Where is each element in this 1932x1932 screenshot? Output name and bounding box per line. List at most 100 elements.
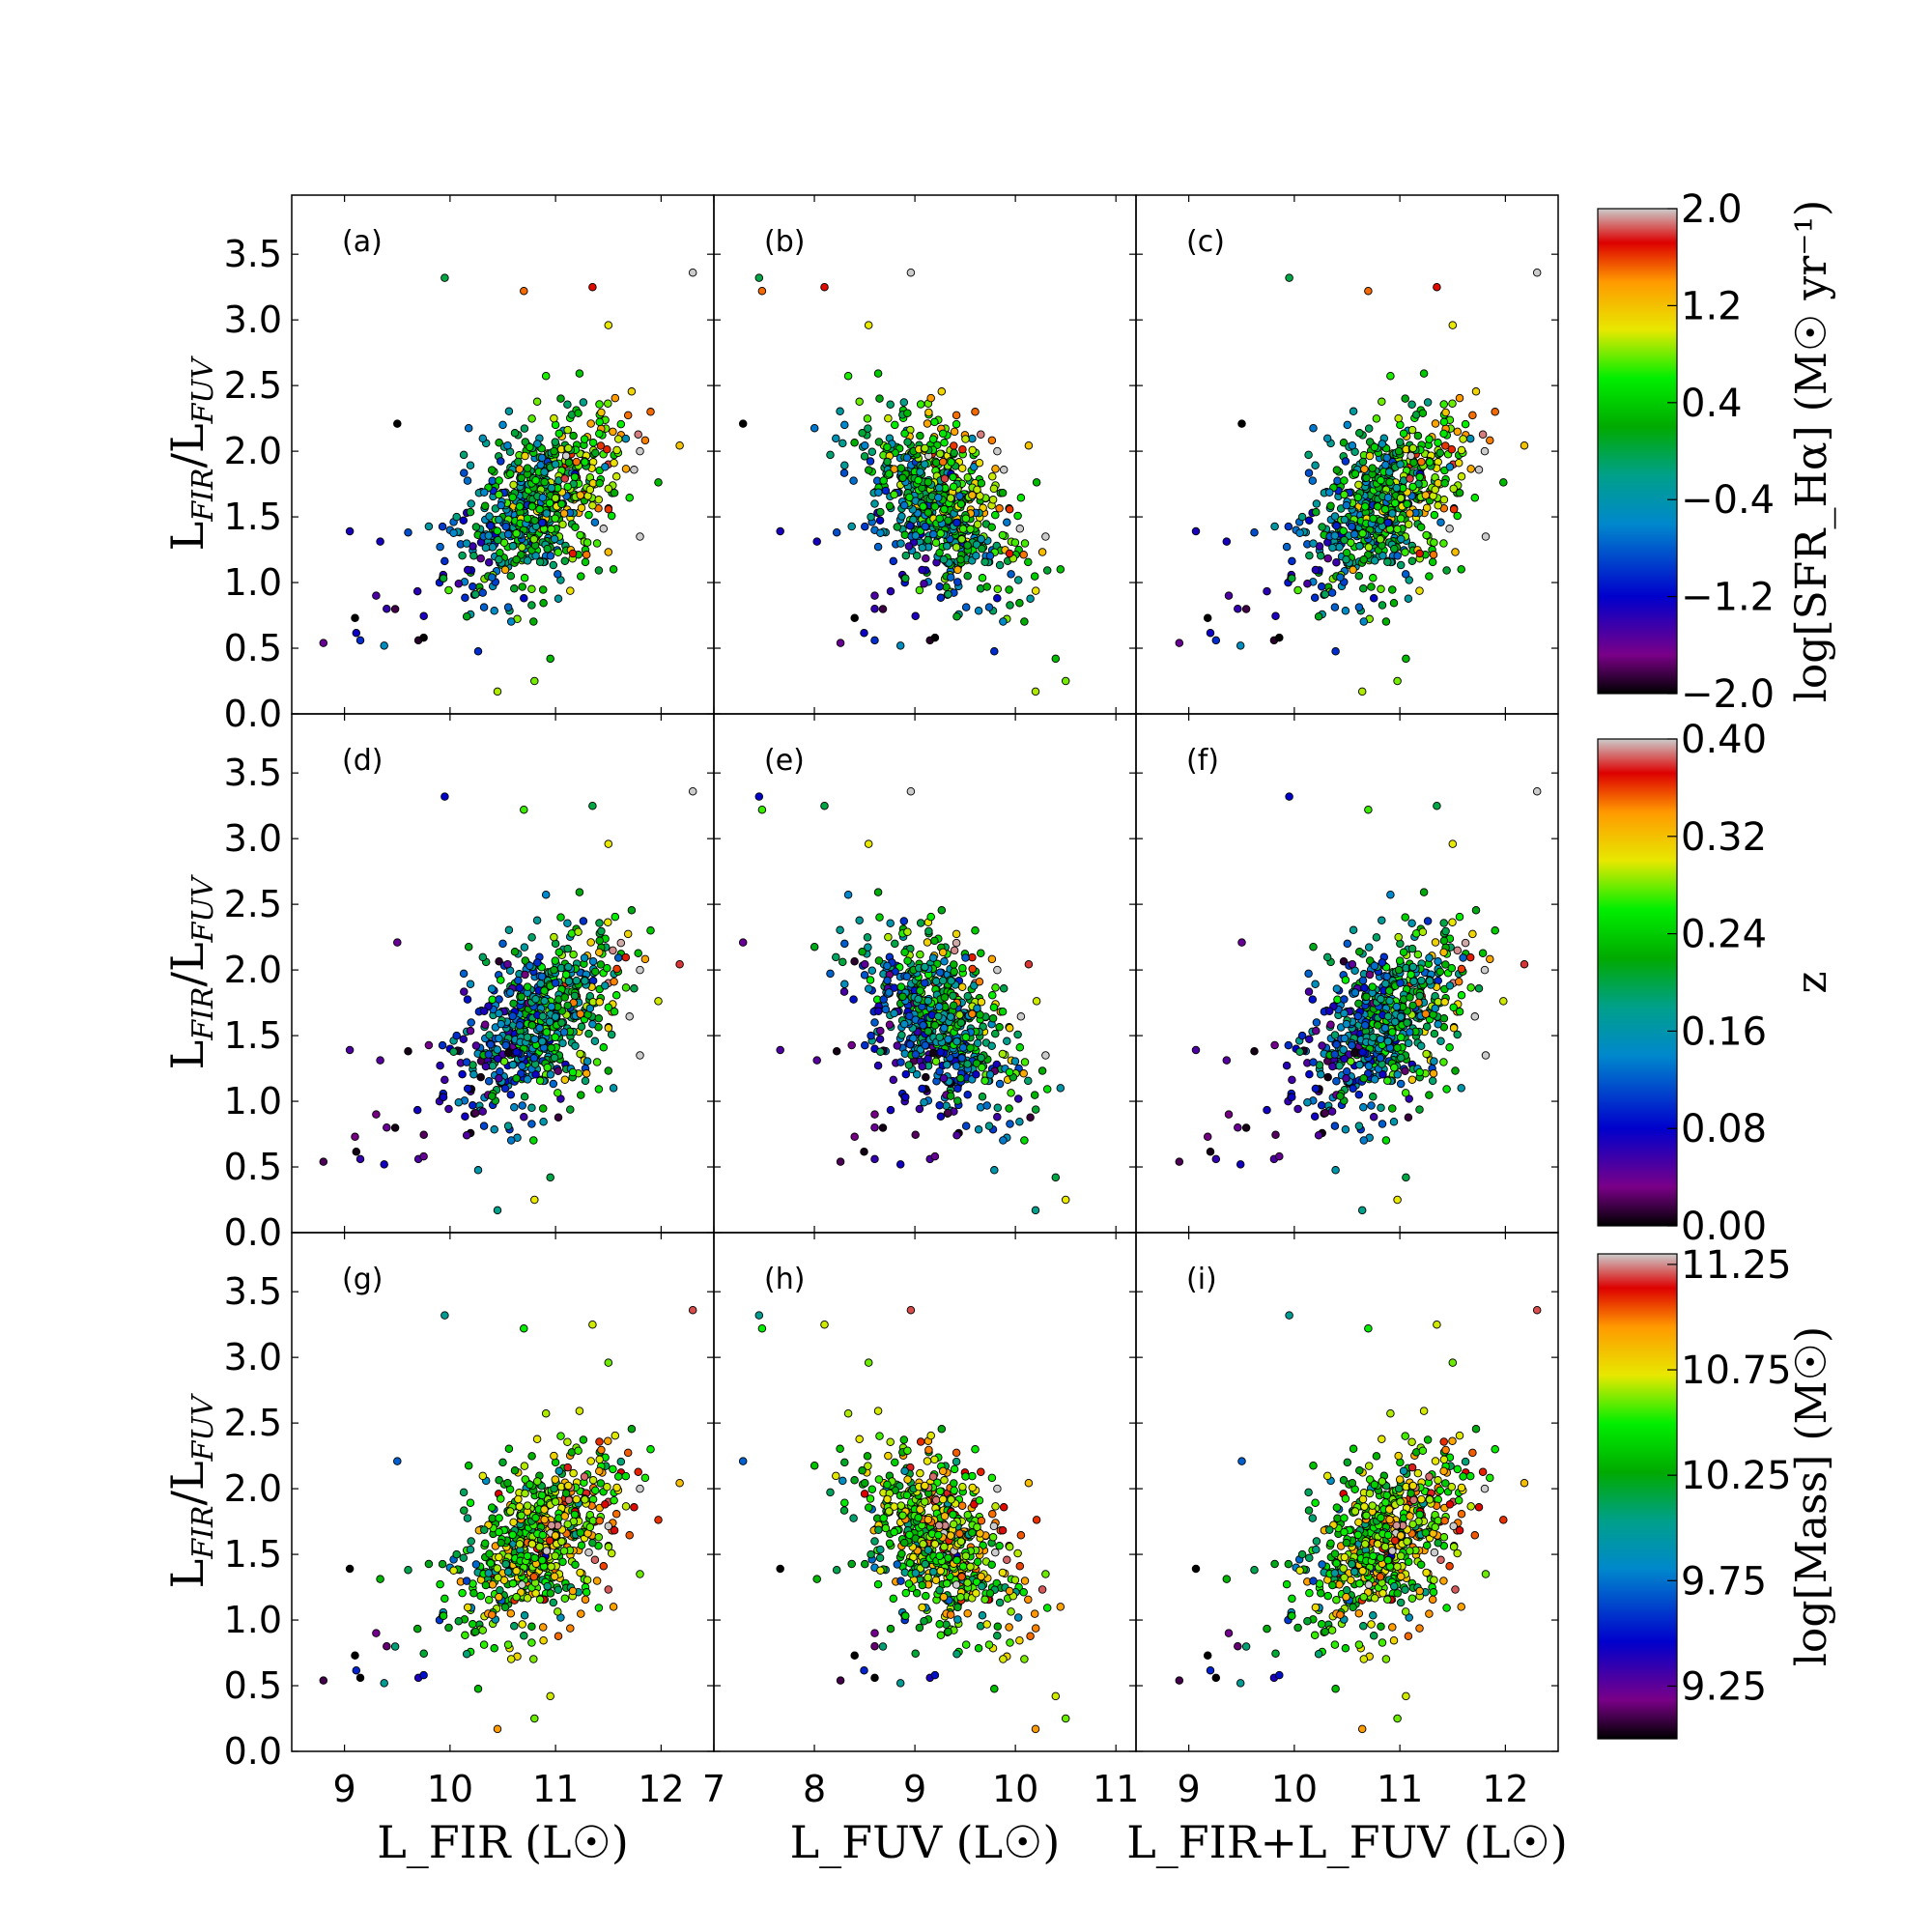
data-point bbox=[495, 439, 503, 447]
data-point bbox=[879, 995, 888, 1004]
data-point bbox=[469, 1620, 477, 1629]
data-point bbox=[504, 407, 514, 416]
data-point bbox=[1407, 1075, 1417, 1084]
data-point bbox=[630, 984, 639, 993]
data-point bbox=[523, 1551, 532, 1561]
data-point bbox=[438, 1559, 447, 1569]
data-point bbox=[570, 472, 580, 482]
data-point bbox=[1359, 1103, 1368, 1112]
data-point bbox=[1342, 1019, 1351, 1029]
data-point bbox=[484, 1076, 494, 1086]
x-tick-label: 11 bbox=[532, 1768, 579, 1810]
data-point bbox=[1439, 919, 1448, 927]
data-point bbox=[1349, 1084, 1357, 1094]
panel-label: (f) bbox=[1186, 744, 1219, 778]
data-point bbox=[1288, 556, 1296, 566]
data-point bbox=[1383, 1011, 1393, 1021]
data-point bbox=[390, 1642, 400, 1651]
data-point bbox=[916, 919, 925, 927]
data-point bbox=[597, 926, 606, 936]
data-point bbox=[636, 1051, 644, 1060]
data-point bbox=[873, 1061, 883, 1070]
data-point bbox=[820, 801, 829, 810]
data-point bbox=[1203, 613, 1212, 623]
data-point bbox=[506, 1090, 516, 1099]
data-point bbox=[850, 1132, 859, 1142]
data-point bbox=[551, 956, 560, 965]
data-point bbox=[538, 493, 548, 502]
data-point bbox=[949, 482, 958, 492]
data-point bbox=[977, 478, 986, 488]
data-point bbox=[978, 574, 987, 582]
data-point bbox=[1051, 1691, 1061, 1701]
data-point bbox=[1005, 1104, 1013, 1113]
data-point bbox=[1365, 956, 1375, 965]
data-point bbox=[867, 966, 877, 975]
data-point bbox=[1007, 1089, 1015, 1097]
data-point bbox=[1061, 1195, 1070, 1205]
data-point bbox=[1041, 1051, 1050, 1060]
data-point bbox=[810, 423, 819, 433]
data-point bbox=[597, 1445, 606, 1455]
data-point bbox=[988, 496, 998, 504]
data-point bbox=[1491, 926, 1499, 935]
data-point bbox=[1419, 369, 1429, 378]
data-point bbox=[1369, 1113, 1378, 1122]
data-point bbox=[895, 1160, 905, 1169]
data-point bbox=[510, 429, 520, 438]
data-point bbox=[1332, 466, 1342, 474]
data-point bbox=[1349, 407, 1358, 416]
data-point bbox=[947, 458, 955, 467]
data-point bbox=[870, 604, 879, 613]
data-point bbox=[438, 1040, 447, 1050]
data-point bbox=[850, 1476, 859, 1485]
data-point bbox=[515, 1502, 525, 1511]
data-point bbox=[858, 948, 867, 956]
data-point bbox=[1365, 451, 1375, 461]
x-tick-label: 10 bbox=[427, 1768, 473, 1810]
data-point bbox=[621, 1502, 631, 1511]
data-point bbox=[923, 535, 932, 545]
data-point bbox=[1342, 1073, 1350, 1083]
data-point bbox=[470, 1627, 480, 1636]
data-point bbox=[532, 397, 542, 407]
data-point bbox=[462, 1058, 471, 1066]
data-point bbox=[870, 1122, 879, 1132]
data-point bbox=[968, 964, 977, 974]
data-point bbox=[540, 996, 549, 1006]
data-point bbox=[1480, 446, 1490, 456]
data-point bbox=[1211, 1154, 1221, 1164]
data-point bbox=[488, 1610, 497, 1619]
data-point bbox=[812, 1056, 821, 1065]
scatter-panel-d: (d)0.00.51.01.52.02.53.03.5 bbox=[224, 713, 715, 1254]
data-point bbox=[898, 473, 907, 483]
data-point bbox=[616, 1457, 626, 1466]
data-point bbox=[531, 475, 540, 485]
data-point bbox=[372, 591, 381, 600]
panels-layer: (a)0.00.51.01.52.02.53.03.5 (b) (c)(d)0.00… bbox=[224, 194, 1559, 1810]
data-point bbox=[459, 450, 469, 460]
data-point bbox=[495, 490, 503, 499]
data-point bbox=[1404, 1038, 1413, 1048]
data-point bbox=[977, 997, 986, 1007]
data-point bbox=[899, 398, 909, 407]
data-point bbox=[870, 1641, 879, 1651]
data-point bbox=[924, 408, 933, 417]
data-point bbox=[529, 535, 539, 544]
data-point bbox=[1406, 509, 1414, 518]
data-point bbox=[961, 603, 971, 611]
data-point bbox=[1384, 986, 1394, 995]
data-point bbox=[1354, 999, 1363, 1009]
data-point bbox=[935, 548, 944, 557]
data-point bbox=[1451, 548, 1460, 556]
data-point bbox=[550, 1451, 558, 1461]
data-point bbox=[886, 919, 895, 927]
data-point bbox=[1275, 1151, 1284, 1161]
data-point bbox=[466, 507, 475, 517]
data-point bbox=[1355, 1061, 1364, 1069]
data-point bbox=[934, 1011, 943, 1021]
data-point bbox=[527, 502, 537, 511]
data-point bbox=[1392, 483, 1402, 493]
data-point bbox=[1465, 952, 1475, 962]
data-point bbox=[1370, 556, 1379, 565]
